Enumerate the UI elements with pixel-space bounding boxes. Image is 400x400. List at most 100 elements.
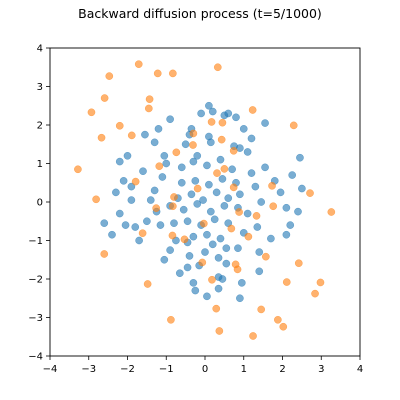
data-point-series-1 [222, 244, 231, 253]
data-point-series-1 [216, 234, 225, 243]
data-point-series-2 [218, 118, 227, 127]
data-point-series-2 [274, 315, 282, 324]
data-point-series-1 [294, 207, 302, 216]
data-point-series-1 [201, 248, 209, 256]
data-point-series-2 [115, 121, 124, 130]
data-point-series-2 [170, 193, 178, 201]
data-point-series-1 [162, 159, 171, 168]
data-point-series-1 [146, 196, 155, 204]
points-layer [74, 60, 336, 340]
data-point-series-2 [213, 169, 221, 177]
data-point-series-1 [243, 148, 252, 156]
data-point-series-2 [167, 315, 175, 324]
data-point-series-1 [257, 198, 266, 206]
data-point-series-1 [239, 125, 248, 133]
data-point-series-1 [261, 163, 269, 172]
x-tick-label: 0 [202, 364, 208, 375]
data-point-series-2 [252, 212, 261, 220]
data-point-series-1 [210, 215, 219, 224]
data-point-series-1 [212, 188, 221, 197]
data-point-series-2 [233, 265, 242, 274]
y-tick-label: −3 [28, 313, 43, 324]
data-point-series-1 [218, 275, 227, 283]
data-point-series-1 [296, 153, 304, 162]
data-point-series-2 [134, 60, 143, 69]
data-point-series-1 [175, 269, 184, 278]
y-tick-label: 0 [37, 198, 43, 209]
data-point-series-2 [306, 189, 314, 197]
data-point-series-2 [153, 69, 162, 78]
data-point-series-1 [199, 196, 207, 204]
data-point-series-2 [327, 208, 336, 216]
data-point-series-1 [218, 175, 227, 183]
x-tick-label: −1 [159, 364, 174, 375]
data-point-series-1 [189, 279, 198, 287]
data-point-series-2 [168, 231, 177, 240]
data-point-series-1 [206, 138, 215, 147]
data-point-series-1 [222, 259, 231, 268]
data-point-series-1 [154, 125, 163, 133]
data-point-series-2 [100, 250, 109, 258]
y-tick-label: −2 [28, 275, 43, 286]
data-point-series-1 [234, 244, 242, 253]
y-tick-label: 2 [37, 121, 43, 132]
data-point-series-1 [183, 217, 192, 226]
data-point-series-1 [143, 217, 151, 226]
data-point-series-1 [193, 200, 202, 208]
data-point-series-1 [237, 279, 246, 287]
data-point-series-1 [247, 169, 256, 177]
data-point-series-2 [193, 184, 202, 193]
data-point-series-1 [189, 157, 198, 166]
data-point-series-2 [229, 183, 238, 192]
y-tick-label: −4 [28, 352, 43, 363]
data-point-series-1 [160, 151, 169, 160]
data-point-series-1 [177, 163, 186, 172]
data-point-series-1 [112, 188, 120, 197]
y-tick-label: −1 [28, 236, 43, 247]
x-tick-label: −2 [120, 364, 135, 375]
data-point-series-1 [255, 267, 264, 276]
data-point-series-1 [208, 107, 217, 116]
data-point-series-1 [236, 294, 244, 303]
data-point-series-2 [289, 121, 298, 130]
data-point-series-1 [208, 240, 217, 249]
data-point-series-1 [131, 223, 140, 231]
data-point-series-1 [181, 140, 190, 149]
data-point-series-1 [115, 157, 124, 166]
data-point-series-2 [282, 278, 291, 286]
data-point-series-2 [92, 195, 100, 204]
x-tick-label: 4 [357, 364, 363, 375]
data-point-series-2 [145, 95, 154, 104]
data-point-series-2 [74, 165, 82, 174]
ticks-layer: −4 −3 −2 −1 0 1 2 3 4 −4 −3 −2 −1 0 1 2 3 4 [28, 44, 363, 376]
data-point-series-1 [191, 286, 200, 295]
y-tick-label: 4 [37, 44, 43, 55]
data-point-series-1 [183, 263, 192, 272]
x-tick-label: 2 [279, 364, 285, 375]
data-point-series-2 [257, 305, 266, 314]
data-point-series-1 [127, 182, 136, 191]
data-point-series-2 [152, 204, 161, 213]
data-point-series-1 [288, 171, 297, 179]
data-point-series-1 [119, 176, 128, 185]
data-point-series-1 [267, 234, 275, 243]
data-point-series-2 [100, 94, 109, 102]
data-point-series-1 [224, 109, 233, 118]
data-point-series-1 [197, 109, 205, 118]
x-tick-label: 1 [241, 364, 247, 375]
data-point-series-1 [286, 221, 295, 229]
data-point-series-2 [279, 322, 288, 331]
data-point-series-1 [156, 221, 165, 229]
data-point-series-1 [282, 230, 291, 239]
data-point-series-1 [166, 246, 174, 254]
data-point-series-2 [131, 177, 140, 186]
chart-title: Backward diffusion process (t=5/1000) [78, 6, 322, 21]
y-tick-label: 3 [37, 82, 43, 93]
data-point-series-2 [168, 69, 177, 78]
data-point-series-1 [150, 138, 159, 147]
data-point-series-1 [108, 230, 116, 239]
data-point-series-2 [144, 104, 153, 113]
data-point-series-1 [276, 188, 285, 197]
data-point-series-1 [282, 203, 291, 212]
